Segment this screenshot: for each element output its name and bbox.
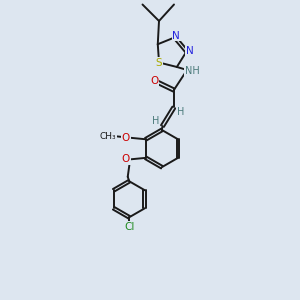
Text: O: O <box>122 133 130 143</box>
Text: Cl: Cl <box>124 222 134 232</box>
Text: O: O <box>150 76 158 86</box>
Text: S: S <box>156 58 162 68</box>
Text: N: N <box>186 46 194 56</box>
Text: H: H <box>152 116 160 126</box>
Text: CH₃: CH₃ <box>100 132 116 141</box>
Text: O: O <box>122 154 130 164</box>
Text: NH: NH <box>185 67 200 76</box>
Text: H: H <box>177 107 184 117</box>
Text: N: N <box>172 31 180 41</box>
